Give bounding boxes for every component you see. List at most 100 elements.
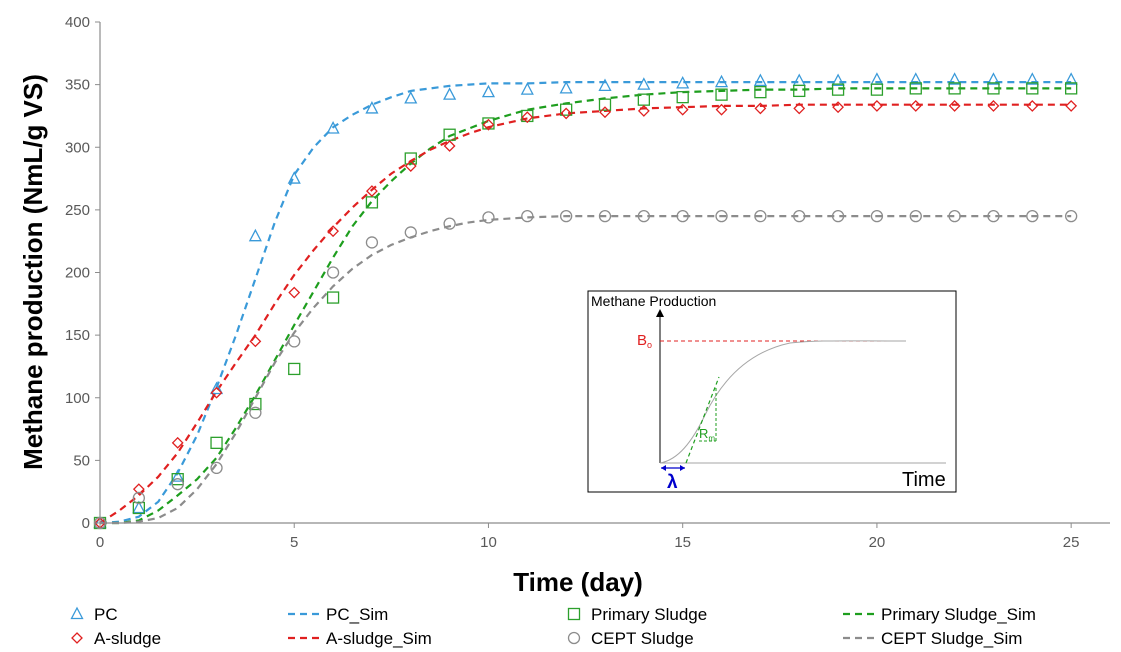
data-point-primary-sludge [598,98,612,111]
data-point-primary-sludge [754,85,767,99]
data-point-cept-sludge [909,209,922,223]
x-ticks: 0 5 10 15 20 25 [96,523,1080,551]
y-tick-label: 400 [65,14,90,31]
legend-marker-cept-sludge [567,631,581,645]
y-axis-title: Methane production (NmL/g VS) [18,74,48,470]
data-point-a-sludge [1065,99,1078,112]
inset-lag-arrow-right-icon [680,465,685,471]
plot-points [93,72,1078,530]
inset-y-arrow-icon [656,309,664,317]
y-tick-label: 250 [65,202,90,219]
x-tick-label: 15 [674,534,691,551]
x-tick-label: 5 [290,534,298,551]
data-point-cept-sludge [715,209,728,223]
data-point-pc [598,78,612,92]
data-point-primary-sludge [715,88,728,101]
x-tick-label: 20 [869,534,886,551]
data-point-a-sludge [715,103,728,116]
data-point-pc [520,82,534,95]
data-point-cept-sludge [288,335,301,348]
data-point-pc [287,171,301,184]
data-point-pc [404,91,418,104]
data-point-primary-sludge [404,152,417,165]
inset-growth-curve [659,340,907,464]
data-point-pc [248,228,262,242]
inset-lag-arrow-left-icon [661,465,666,471]
legend-label-a-sludge-sim: A-sludge_Sim [326,629,432,648]
data-point-pc [948,72,962,85]
data-point-pc [637,77,651,90]
data-point-pc [443,87,457,100]
data-point-a-sludge [210,386,223,399]
data-point-cept-sludge [987,209,1000,223]
data-point-primary-sludge [948,82,961,95]
data-point-a-sludge [404,160,417,172]
data-point-cept-sludge [560,209,573,223]
data-point-cept-sludge [171,478,184,491]
legend: PC PC_Sim Primary Sludge Primary Sludge_Sim… [70,605,1036,648]
y-tick-label: 0 [82,515,90,532]
inset-rm-label: Rm [699,426,715,443]
inset-frame [587,290,957,493]
data-point-a-sludge [599,106,611,119]
x-tick-label: 25 [1063,534,1080,551]
data-point-primary-sludge [132,501,145,515]
y-tick-label: 150 [65,327,90,344]
inset-diagram: Methane Production Time Bo Rm λ [587,290,957,493]
legend-label-primary-sludge: Primary Sludge [591,605,707,624]
inset-x-label: Time [902,469,946,491]
data-point-a-sludge [909,99,922,112]
data-point-primary-sludge [1026,82,1039,95]
data-point-primary-sludge [560,103,573,116]
data-point-a-sludge [521,111,534,124]
series-line-a-sludge-sim [99,103,1072,524]
legend-label-primary-sludge-sim: Primary Sludge_Sim [881,605,1036,624]
data-point-primary-sludge [987,82,1000,95]
data-point-pc [171,469,185,482]
data-point-pc [831,73,845,87]
data-point-a-sludge [754,102,767,115]
y-ticks: 0 50 100 150 200 250 300 350 400 [65,14,100,532]
inset-tangent-line [685,376,720,464]
legend-marker-pc [70,606,84,620]
data-point-a-sludge [793,102,806,115]
data-point-pc [365,101,379,114]
data-point-cept-sludge [404,226,417,239]
data-point-a-sludge [560,107,573,120]
data-point-a-sludge [948,99,961,112]
data-point-pc [209,381,224,395]
data-point-a-sludge [987,99,1000,112]
data-point-pc [909,72,923,85]
data-point-a-sludge [443,140,456,152]
data-point-primary-sludge [831,83,845,96]
y-tick-label: 100 [65,390,90,407]
data-point-a-sludge [132,483,145,496]
data-point-cept-sludge [637,209,650,223]
data-point-pc [481,84,496,98]
data-point-primary-sludge [249,397,262,411]
x-tick-label: 10 [480,534,497,551]
data-point-pc [559,80,573,94]
data-point-a-sludge [366,185,378,198]
data-point-primary-sludge [326,291,340,304]
data-point-cept-sludge [676,209,689,223]
data-point-cept-sludge [326,266,340,279]
data-point-a-sludge [637,105,650,117]
data-point-primary-sludge [288,362,301,376]
data-point-primary-sludge [171,473,184,486]
data-point-primary-sludge [676,91,689,104]
y-tick-label: 200 [65,265,90,282]
legend-marker-primary-sludge [567,607,581,621]
data-point-a-sludge [1026,99,1039,112]
data-point-cept-sludge [1026,209,1039,223]
data-point-primary-sludge [1065,82,1078,95]
series-line-cept-sludge-sim [100,215,1072,525]
data-point-cept-sludge [831,209,845,223]
data-point-cept-sludge [521,209,534,223]
data-point-cept-sludge [1065,209,1078,223]
data-point-cept-sludge [443,217,456,230]
data-point-pc [326,121,340,134]
data-point-primary-sludge [870,83,884,96]
y-tick-label: 50 [73,452,90,469]
legend-label-cept-sludge-sim: CEPT Sludge_Sim [881,629,1022,648]
